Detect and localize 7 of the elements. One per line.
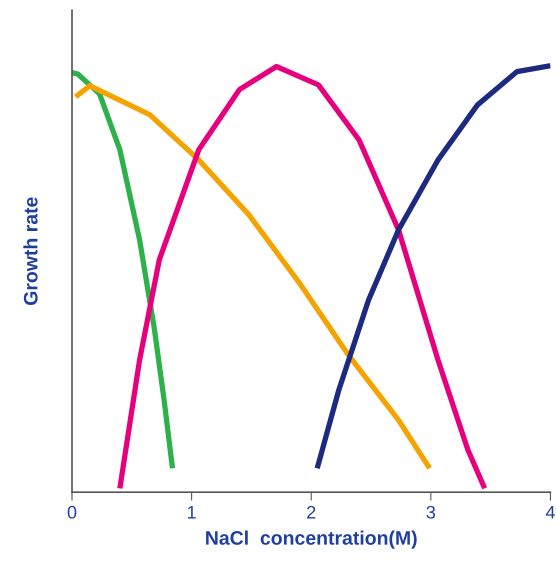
x-tick-label: 1 xyxy=(188,506,196,518)
x-tick-label: 4 xyxy=(546,506,555,518)
y-axis-title: Growth rate xyxy=(23,197,38,305)
x-tick-label: 3 xyxy=(426,506,436,519)
x-tick-label: 2 xyxy=(307,506,316,518)
x-axis-title: NaCl concentration(M) xyxy=(206,530,417,549)
x-tick-label: 0 xyxy=(68,506,76,519)
